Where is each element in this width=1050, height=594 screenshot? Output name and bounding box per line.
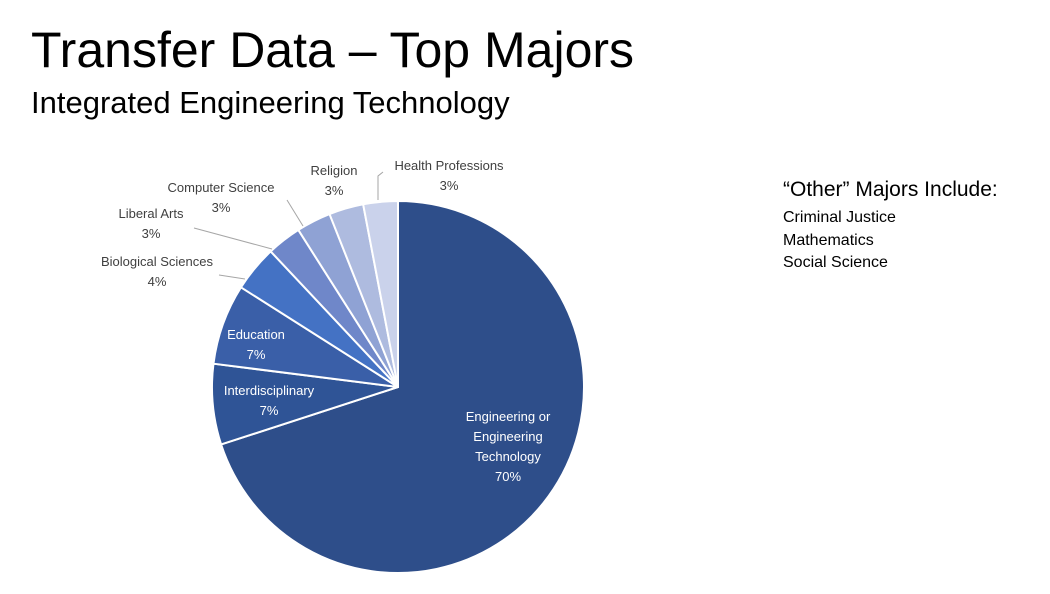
data-label-text: Computer Science <box>168 180 275 195</box>
data-label-text: Religion <box>311 163 358 178</box>
data-label-value: 3% <box>142 226 161 241</box>
data-label: Engineering or Engineering Technology 70% <box>466 409 551 484</box>
data-label-value: 4% <box>148 274 167 289</box>
data-label-value: 7% <box>260 403 279 418</box>
data-label-text: Engineering <box>473 429 542 444</box>
other-majors-box: “Other” Majors Include: Criminal Justice… <box>783 176 998 275</box>
data-label: Health Professions 3% <box>394 158 504 193</box>
pie-slice-engineering-or-engineering-technology <box>220 200 585 574</box>
other-major-item: Criminal Justice <box>783 209 896 226</box>
data-label-value: 3% <box>325 183 344 198</box>
data-label-text: Liberal Arts <box>118 206 184 221</box>
data-label: Computer Science 3% <box>168 180 275 215</box>
data-label: Liberal Arts 3% <box>118 206 184 241</box>
data-label: Education 7% <box>227 327 285 362</box>
slide-title: Transfer Data – Top Majors <box>31 22 635 78</box>
slide-subtitle: Integrated Engineering Technology <box>31 85 510 120</box>
leader-line <box>377 171 384 200</box>
other-majors-heading: “Other” Majors Include: <box>783 178 998 201</box>
data-label-value: 3% <box>212 200 231 215</box>
data-label-value: 3% <box>440 178 459 193</box>
data-label: Religion 3% <box>311 163 358 198</box>
data-label-text: Biological Sciences <box>101 254 214 269</box>
data-label: Interdisciplinary 7% <box>224 383 315 418</box>
leader-line <box>218 274 246 280</box>
data-label-text: Interdisciplinary <box>224 383 315 398</box>
data-label-text: Health Professions <box>394 158 504 173</box>
leader-line <box>193 227 273 250</box>
pie-slice-health-professions <box>362 199 399 388</box>
data-label-text: Education <box>227 327 285 342</box>
leader-line <box>286 199 304 227</box>
data-label-value: 7% <box>247 347 266 362</box>
data-label-text: Engineering or <box>466 409 551 424</box>
data-label-text: Technology <box>475 449 541 464</box>
data-label: Biological Sciences 4% <box>101 254 214 289</box>
other-major-item: Social Science <box>783 254 888 271</box>
other-major-item: Mathematics <box>783 231 874 249</box>
data-label-value: 70% <box>495 469 521 484</box>
